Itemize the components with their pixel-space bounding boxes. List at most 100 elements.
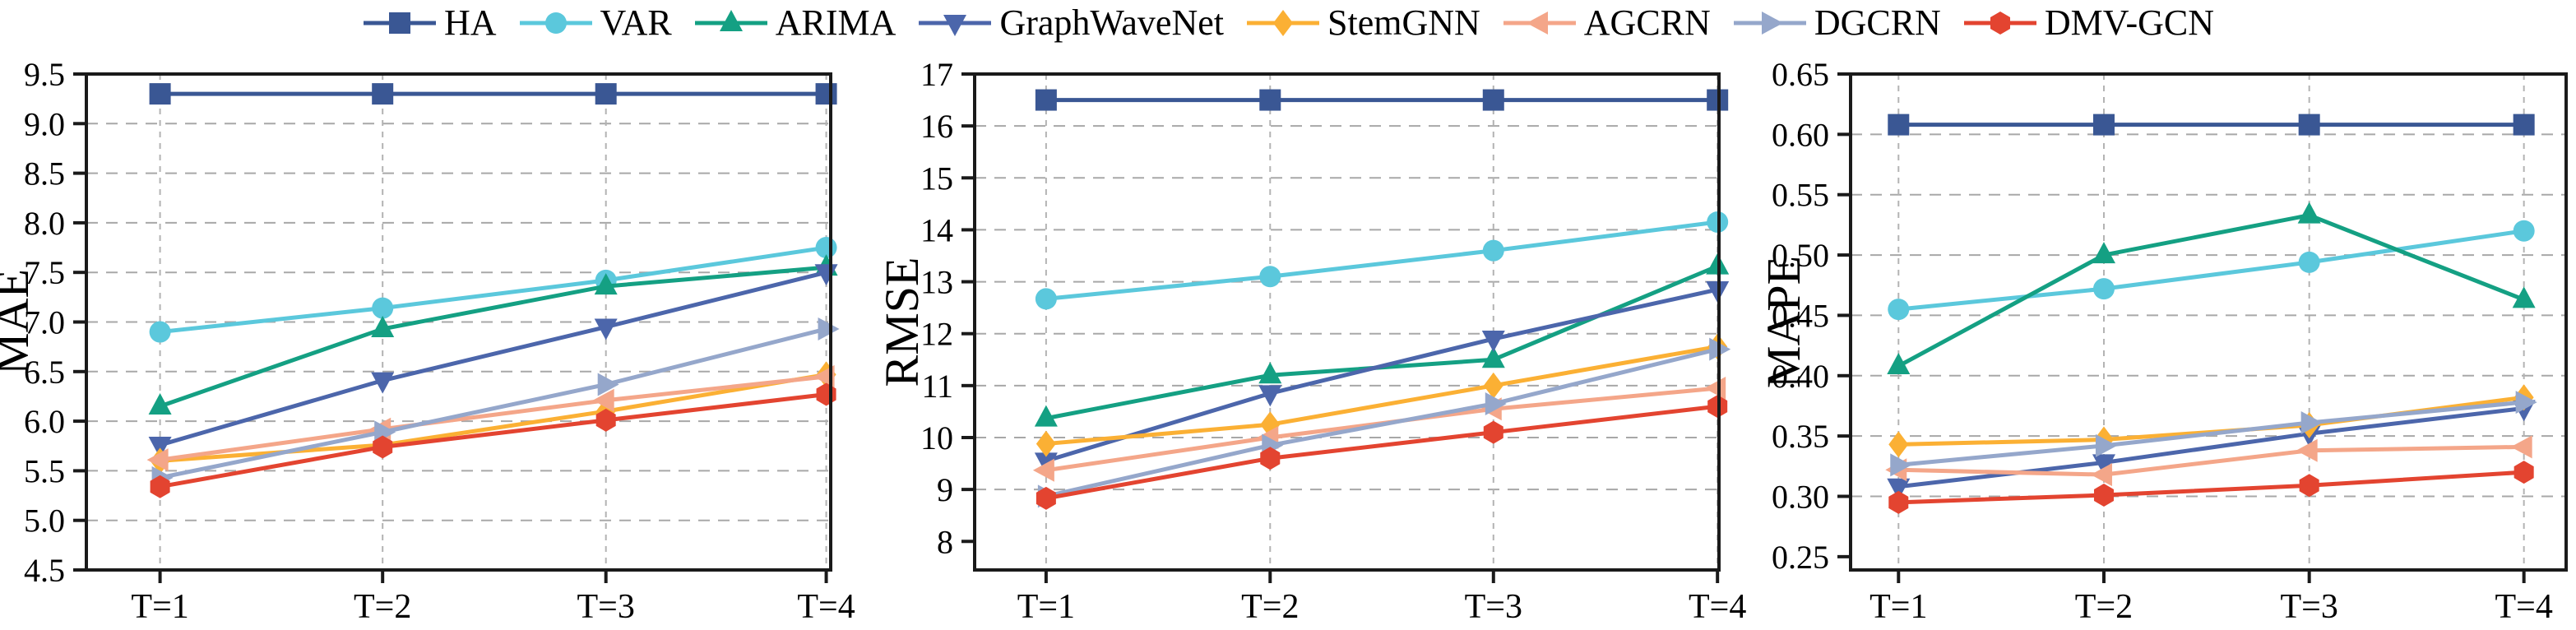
triangle-left-marker <box>2296 438 2318 462</box>
hexagon-marker <box>1990 12 2010 35</box>
circle-marker <box>544 12 567 34</box>
y-tick-label: 8.0 <box>24 205 65 242</box>
series-arima <box>1034 252 1730 427</box>
y-tick-label: 14 <box>920 211 953 248</box>
circle-marker <box>2298 251 2320 273</box>
series-var <box>1888 220 2535 321</box>
square-marker <box>1482 89 1504 111</box>
hexagon-marker <box>150 475 170 498</box>
y-tick-label: 0.25 <box>1772 539 1829 576</box>
square-marker <box>595 83 617 105</box>
y-tick-label: 0.40 <box>1772 358 1829 395</box>
triangle-up-marker <box>719 10 743 31</box>
series-line <box>1896 470 2527 505</box>
y-tick-label: 12 <box>920 316 953 353</box>
circle-marker <box>1888 299 1910 321</box>
triangle-up-marker <box>148 393 172 415</box>
hexagon-marker <box>2093 484 2114 507</box>
circle-marker <box>149 321 171 343</box>
series-line <box>158 270 829 447</box>
square-marker <box>388 12 410 34</box>
series-arima <box>1887 202 2536 375</box>
x-tick-label: T=4 <box>1689 588 1746 626</box>
hexagon-marker <box>1260 447 1281 470</box>
square-marker <box>1035 89 1057 111</box>
legend-label: HA <box>443 2 497 43</box>
square-marker <box>149 83 171 105</box>
triangle-down-marker <box>1887 478 1911 500</box>
series-ha <box>1888 113 2535 136</box>
axes-spine <box>973 72 1721 572</box>
hexagon-marker <box>2299 474 2319 498</box>
x-tick-label: T=2 <box>1241 588 1299 626</box>
triangle-down-marker <box>2092 454 2115 476</box>
triangle-up-marker <box>1481 346 1505 368</box>
y-tick-label: 11 <box>921 368 953 405</box>
series-line <box>1044 347 1720 498</box>
triangle-left-marker <box>146 448 169 472</box>
triangle-right-marker <box>597 373 619 396</box>
triangle-right-marker <box>818 317 840 340</box>
legend-label: AGCRN <box>1583 2 1711 43</box>
series-line <box>1896 229 2527 312</box>
hexagon-marker <box>2513 461 2534 484</box>
circle-marker <box>1035 288 1057 310</box>
legend-item-dmv-gcn: DMV-GCN <box>1962 5 2214 41</box>
dgcrn-line-marker-sample <box>1733 12 1806 35</box>
legend-label: GraphWaveNet <box>999 2 1224 43</box>
mae-chart: 4.5 5.0 5.5 6.0 6.5 7.0 7.5 8.0 8.5 9.0 9.5 T=1 T=2 T… <box>0 56 855 626</box>
series-line <box>1896 444 2527 477</box>
series-line <box>1044 220 1720 301</box>
diamond-marker <box>1483 372 1503 399</box>
y-tick-label: 0.30 <box>1772 479 1829 516</box>
y-tick-label: 0.50 <box>1772 237 1829 274</box>
legend-label: DMV-GCN <box>2044 2 2215 43</box>
circle-marker <box>372 297 394 319</box>
x-tick-label: T=3 <box>577 588 635 626</box>
y-tick-label: 0.55 <box>1772 177 1829 214</box>
series-line <box>1896 400 2527 467</box>
hexagon-marker <box>595 408 616 432</box>
legend-item-ha: HA <box>362 5 497 41</box>
y-tick-label: 15 <box>920 160 953 197</box>
x-tick-label: T=4 <box>2495 588 2552 626</box>
series-line <box>158 245 829 335</box>
y-tick-label: 13 <box>920 264 953 301</box>
ha-line-marker-sample <box>363 12 436 34</box>
y-tick-label: 5.5 <box>24 452 65 489</box>
rmse-chart: 8 9 10 11 12 13 14 15 16 17 T=1 T=2 T=3 T=4 RMSE <box>875 56 1746 626</box>
series-line <box>1896 405 2527 489</box>
triangle-left-marker <box>1032 458 1054 482</box>
hexagon-marker <box>1035 486 1056 510</box>
x-tick-label: T=3 <box>2280 588 2337 626</box>
triangle-down-marker <box>943 15 967 36</box>
x-tick-label: T=2 <box>2075 588 2133 626</box>
diamond-marker <box>1035 430 1056 457</box>
square-marker <box>815 83 837 105</box>
series-dgcrn <box>1890 391 2537 477</box>
y-axis-title: RMSE <box>875 257 929 387</box>
series-line <box>1044 287 1720 463</box>
x-tick-label: T=2 <box>354 588 411 626</box>
y-tick-label: 9.5 <box>24 56 65 93</box>
y-tick-label: 6.5 <box>24 354 65 391</box>
square-marker <box>372 83 394 105</box>
y-tick-label: 9.0 <box>24 105 65 142</box>
circle-marker <box>2513 220 2535 242</box>
triangle-down-marker <box>1258 385 1282 407</box>
square-marker <box>1888 113 1910 136</box>
y-tick-label: 17 <box>920 56 953 93</box>
triangle-right-marker <box>2515 391 2537 415</box>
triangle-up-marker <box>2092 242 2115 264</box>
triangle-left-marker <box>2510 435 2532 459</box>
x-tick-label: T=1 <box>1017 588 1075 626</box>
var-line-marker-sample <box>519 12 592 34</box>
triangle-up-marker <box>2297 202 2321 224</box>
mape-chart: 0.25 0.30 0.35 0.40 0.45 0.50 0.55 0.60 0.65 T=1 T… <box>1760 56 2568 626</box>
triangle-left-marker <box>1526 12 1548 35</box>
diamond-marker <box>1888 431 1909 458</box>
series-agcrn <box>1032 377 1726 482</box>
hexagon-marker <box>1888 490 1909 514</box>
circle-marker <box>1259 266 1281 288</box>
